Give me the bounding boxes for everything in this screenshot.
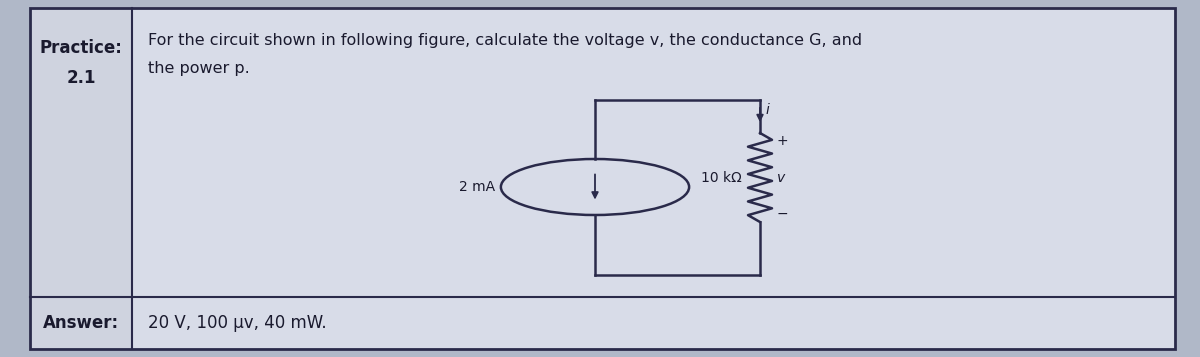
Text: For the circuit shown in following figure, calculate the voltage v, the conducta: For the circuit shown in following figur… bbox=[148, 32, 862, 47]
Polygon shape bbox=[132, 8, 1175, 297]
Text: +: + bbox=[778, 134, 788, 148]
Text: 2 mA: 2 mA bbox=[458, 180, 494, 194]
Text: v: v bbox=[778, 171, 785, 185]
Text: Answer:: Answer: bbox=[43, 314, 119, 332]
Polygon shape bbox=[30, 8, 132, 297]
Text: 20 V, 100 μv, 40 mW.: 20 V, 100 μv, 40 mW. bbox=[148, 314, 326, 332]
Text: −: − bbox=[778, 207, 788, 221]
Polygon shape bbox=[30, 297, 132, 349]
Text: 10 kΩ: 10 kΩ bbox=[701, 171, 742, 185]
Text: Practice:: Practice: bbox=[40, 39, 122, 57]
Polygon shape bbox=[132, 297, 1175, 349]
Text: the power p.: the power p. bbox=[148, 60, 250, 75]
Text: 2.1: 2.1 bbox=[66, 69, 96, 87]
Text: i: i bbox=[766, 103, 770, 117]
